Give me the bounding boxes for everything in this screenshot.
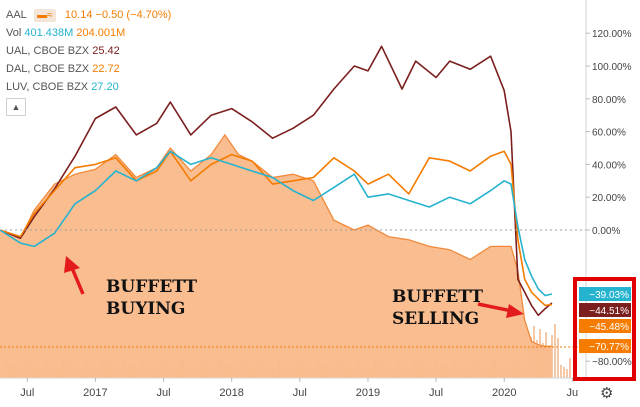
volume-value-1: 401.438M [24,27,74,39]
current-value-labels: −39.03% −44.51% −45.48% −70.77% [579,287,631,354]
y-tick-label: 0.00% [592,226,620,237]
aal-area-fill [0,134,552,378]
current-value-label: −44.51% [589,306,629,317]
x-tick-label: Jul [157,387,171,399]
x-tick-label: Jul [429,387,443,399]
legend-comparison-luv: LUV, CBOE BZX 27.20 [6,78,171,96]
y-tick-label: 20.00% [592,193,626,204]
volume-bar [554,324,556,378]
chevron-up-icon[interactable]: ▲ [6,98,26,116]
annotation-arrows [64,256,524,318]
volume-bar [557,338,559,378]
series-lines [0,45,553,348]
current-value-tag [579,303,631,318]
volume-value-2: 204.001M [76,27,126,39]
buying-arrow-shaft [70,267,85,295]
ual-value: 25.42 [92,45,120,57]
x-tick-label: Jul [20,387,34,399]
highlight-box [573,277,636,381]
x-tick-label: Jul [293,387,307,399]
y-tick-label: 60.00% [592,128,626,139]
y-tick-label: −80.00% [592,357,632,368]
gear-icon[interactable]: ⚙ [600,385,614,402]
luv-label[interactable]: LUV, CBOE BZX [6,81,89,93]
y-axis: 120.00% 100.00% 80.00% 60.00% 40.00% 20.00% 0.… [586,29,632,368]
current-value-label: −39.03% [589,290,629,301]
selling-arrow-head [506,304,524,318]
y-tick-label: 40.00% [592,160,626,171]
x-axis: Jul 2017 Jul 2018 Jul 2019 Jul 2020 Ju [20,378,578,399]
current-value-label: −45.48% [589,322,629,333]
toggle-visibility-icon[interactable]: ▬≈ [33,8,56,22]
x-tick-label: 2017 [83,387,107,399]
ual-label[interactable]: UAL, CBOE BZX [6,45,90,57]
volume-label: Vol [6,27,22,39]
legend-comparison-dal: DAL, CBOE BZX 22.72 [6,60,171,78]
legend-volume: Vol 401.438M 204.001M [6,24,171,42]
volume-bar [566,369,568,378]
legend: AAL ▬≈ 10.14 −0.50 (−4.70%) Vol 401.438M… [6,6,171,116]
legend-main-change: −0.50 (−4.70%) [95,9,172,21]
selling-arrow-shaft [477,302,513,313]
luv-value: 27.20 [91,81,119,93]
legend-main: AAL ▬≈ 10.14 −0.50 (−4.70%) [6,6,171,24]
current-value-tag [579,339,631,354]
current-value-tag [579,287,631,302]
y-tick-label: 100.00% [592,62,632,73]
volume-bar [560,365,562,378]
dal-label[interactable]: DAL, CBOE BZX [6,63,90,75]
x-tick-label: 2020 [492,387,516,399]
y-tick-label: 80.00% [592,95,626,106]
current-value-label: −70.77% [589,342,629,353]
x-tick-label: Ju [567,387,579,399]
volume-bar [563,367,565,378]
volume-bar [569,358,571,378]
dal-value: 22.72 [92,63,120,75]
volume-bar [551,335,553,378]
current-value-tag [579,319,631,334]
luv-line [0,150,553,297]
aal-area [0,134,552,378]
annotation-buffett-buying: BUFFETT BUYING [106,277,197,319]
x-tick-label: 2019 [356,387,380,399]
y-tick-label: 120.00% [592,29,632,40]
legend-main-price: 10.14 [64,9,93,21]
legend-symbol[interactable]: AAL [6,9,27,21]
legend-comparison-ual: UAL, CBOE BZX 25.42 [6,42,171,60]
annotation-buffett-selling: BUFFETT SELLING [392,287,483,329]
x-tick-label: 2018 [219,387,243,399]
buying-arrow-head [64,256,80,273]
